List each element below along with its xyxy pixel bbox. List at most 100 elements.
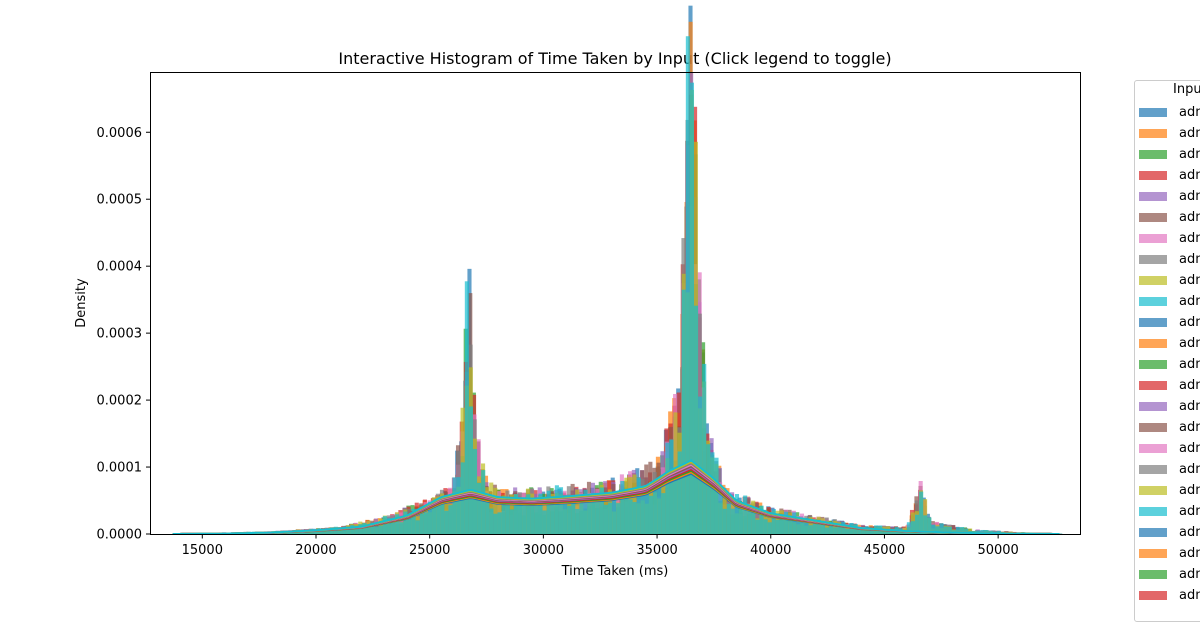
histogram-bar	[800, 521, 804, 534]
histogram-bar	[477, 483, 481, 534]
histogram-bar	[919, 492, 923, 534]
histogram-bar	[723, 509, 727, 534]
histogram-bar	[719, 492, 723, 534]
histogram-bar	[448, 505, 452, 534]
histogram-bar	[579, 499, 583, 534]
legend-swatch	[1139, 297, 1167, 306]
histogram-bar	[379, 526, 383, 534]
histogram-bar	[714, 458, 718, 534]
legend-label: adm	[1179, 273, 1200, 288]
legend-item[interactable]: adm	[1139, 504, 1200, 518]
histogram-bar	[747, 509, 751, 534]
histogram-bar	[649, 496, 653, 534]
histogram-bar	[694, 306, 698, 534]
legend-swatch	[1139, 402, 1167, 411]
legend-label: adm	[1179, 315, 1200, 330]
legend-label: adm	[1179, 126, 1200, 141]
legend-swatch	[1139, 570, 1167, 579]
histogram-bar	[383, 516, 387, 534]
histogram-bar	[416, 520, 420, 534]
histogram-bar	[399, 522, 403, 534]
legend-swatch	[1139, 465, 1167, 474]
legend-label: adm	[1179, 483, 1200, 498]
histogram-bar	[837, 527, 841, 534]
histogram-bar	[510, 509, 514, 534]
legend-swatch	[1139, 255, 1167, 264]
legend-item[interactable]: adm	[1139, 336, 1200, 350]
legend-item[interactable]: adm	[1139, 357, 1200, 371]
legend: Input admadmadmadmadmadmadmadmadmadmadma…	[1134, 80, 1200, 622]
legend-label: adm	[1179, 294, 1200, 309]
legend-item[interactable]: adm	[1139, 378, 1200, 392]
legend-item[interactable]: adm	[1139, 189, 1200, 203]
histogram-bar	[436, 506, 440, 534]
legend-swatch	[1139, 213, 1167, 222]
x-tick-label: 45000	[864, 543, 905, 558]
legend-item[interactable]: adm	[1139, 147, 1200, 161]
y-tick-label: 0.0000	[97, 528, 143, 543]
legend-label: adm	[1179, 105, 1200, 120]
legend-item[interactable]: adm	[1139, 168, 1200, 182]
histogram-bar	[661, 493, 665, 534]
legend-item[interactable]: adm	[1139, 294, 1200, 308]
histogram-bar	[481, 470, 485, 534]
histogram-bar	[682, 290, 686, 534]
histogram-bar	[424, 512, 428, 534]
histogram-bar	[657, 487, 661, 534]
legend-item[interactable]: adm	[1139, 399, 1200, 413]
histogram-bar	[629, 499, 633, 534]
histogram-bar	[620, 481, 624, 534]
legend-item[interactable]: adm	[1139, 273, 1200, 287]
legend-swatch	[1139, 381, 1167, 390]
legend-item[interactable]: adm	[1139, 105, 1200, 119]
histogram-bar	[768, 522, 772, 534]
legend-item[interactable]: adm	[1139, 567, 1200, 581]
y-tick-label: 0.0005	[97, 193, 143, 208]
histogram-bar	[702, 364, 706, 534]
legend-item[interactable]: adm	[1139, 441, 1200, 455]
histogram-figure: Interactive Histogram of Time Taken by I…	[0, 0, 1200, 600]
legend-swatch	[1139, 528, 1167, 537]
legend-item[interactable]: adm	[1139, 126, 1200, 140]
x-tick-label: 15000	[182, 543, 223, 558]
plot-area-frame	[151, 73, 1081, 535]
legend-item[interactable]: adm	[1139, 420, 1200, 434]
legend-item[interactable]: adm	[1139, 483, 1200, 497]
legend-item[interactable]: adm	[1139, 525, 1200, 539]
histogram-bar	[669, 440, 673, 534]
histogram-bar	[825, 528, 829, 534]
histogram-bar	[440, 503, 444, 534]
legend-item[interactable]: adm	[1139, 210, 1200, 224]
legend-swatch	[1139, 129, 1167, 138]
legend-item[interactable]: adm	[1139, 315, 1200, 329]
histogram-bar	[727, 504, 731, 534]
legend-item[interactable]: adm	[1139, 252, 1200, 266]
histogram-bar	[543, 510, 547, 534]
histogram-bar	[616, 503, 620, 534]
legend-item[interactable]: adm	[1139, 462, 1200, 476]
histogram-bar	[453, 477, 457, 534]
histogram-bar	[809, 525, 813, 534]
legend-label: adm	[1179, 147, 1200, 162]
legend-swatch	[1139, 276, 1167, 285]
histogram-bar	[375, 526, 379, 534]
histogram-bar	[522, 502, 526, 534]
histogram-bar	[780, 518, 784, 534]
y-tick-label: 0.0006	[97, 126, 143, 141]
legend-swatch	[1139, 507, 1167, 516]
legend-label: adm	[1179, 525, 1200, 540]
histogram-bar	[432, 506, 436, 534]
x-tick-label: 40000	[750, 543, 791, 558]
histogram-bar	[710, 452, 714, 534]
legend-label: adm	[1179, 357, 1200, 372]
histogram-bar	[596, 502, 600, 534]
histogram-bar	[612, 499, 616, 534]
histogram-bar	[567, 506, 571, 534]
legend-item[interactable]: adm	[1139, 546, 1200, 560]
histogram-bar	[559, 487, 563, 534]
histogram-bar	[637, 478, 641, 534]
legend-label: adm	[1179, 252, 1200, 267]
legend-item[interactable]: adm	[1139, 231, 1200, 245]
histogram-bar	[457, 477, 461, 534]
